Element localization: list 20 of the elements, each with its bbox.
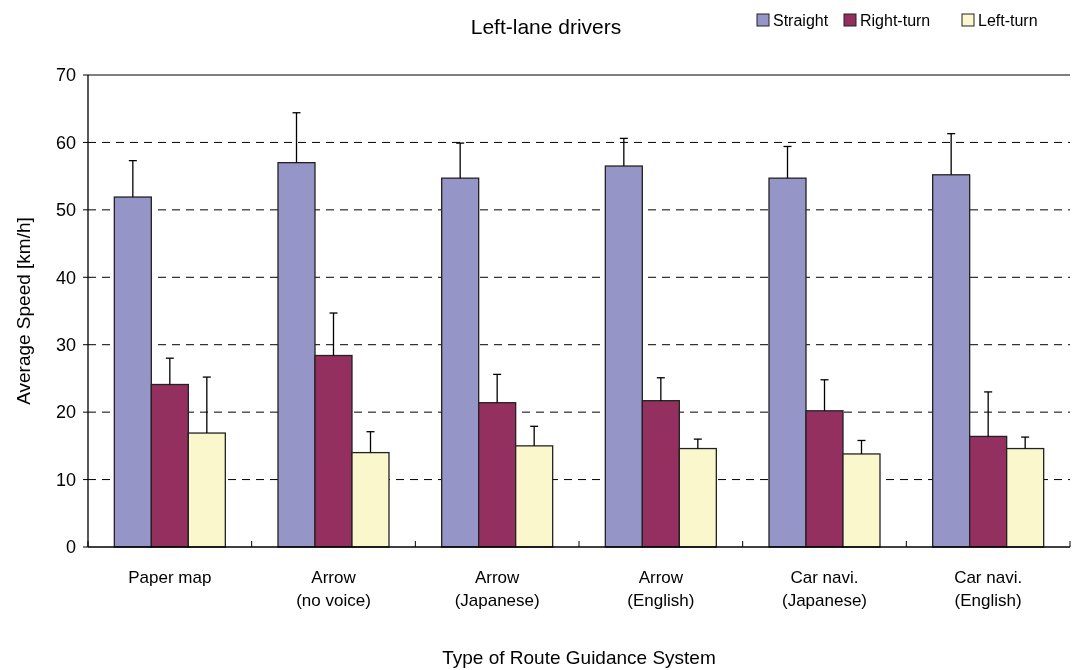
x-tick-label: Arrow (no voice) [296, 568, 371, 610]
x-tick-label: Paper map [128, 568, 212, 587]
y-tick-label: 70 [55, 65, 76, 86]
y-tick-label: 10 [55, 469, 76, 490]
x-tick-label: Arrow (English) [627, 568, 695, 610]
legend-label: Right-turn [860, 11, 931, 29]
y-tick-label: 30 [55, 335, 76, 356]
chart-title: Left-lane drivers [470, 15, 622, 38]
legend-label: Left-turn [978, 11, 1038, 29]
x-tick-label: Car navi. (Japanese) [781, 568, 868, 610]
y-tick-label: 0 [65, 537, 76, 558]
y-tick-label: 50 [55, 200, 76, 221]
y-tick-label: 40 [55, 267, 76, 288]
x-tick-label: Car navi. (English) [954, 568, 1023, 610]
y-tick-label: 60 [55, 132, 76, 153]
y-axis-title: Average Speed [km/h] [13, 217, 34, 405]
y-tick-label: 20 [55, 402, 76, 423]
x-tick-label: Arrow (Japanese) [454, 568, 540, 610]
legend-label: Straight [773, 11, 829, 29]
x-axis-title: Type of Route Guidance System [442, 647, 716, 668]
